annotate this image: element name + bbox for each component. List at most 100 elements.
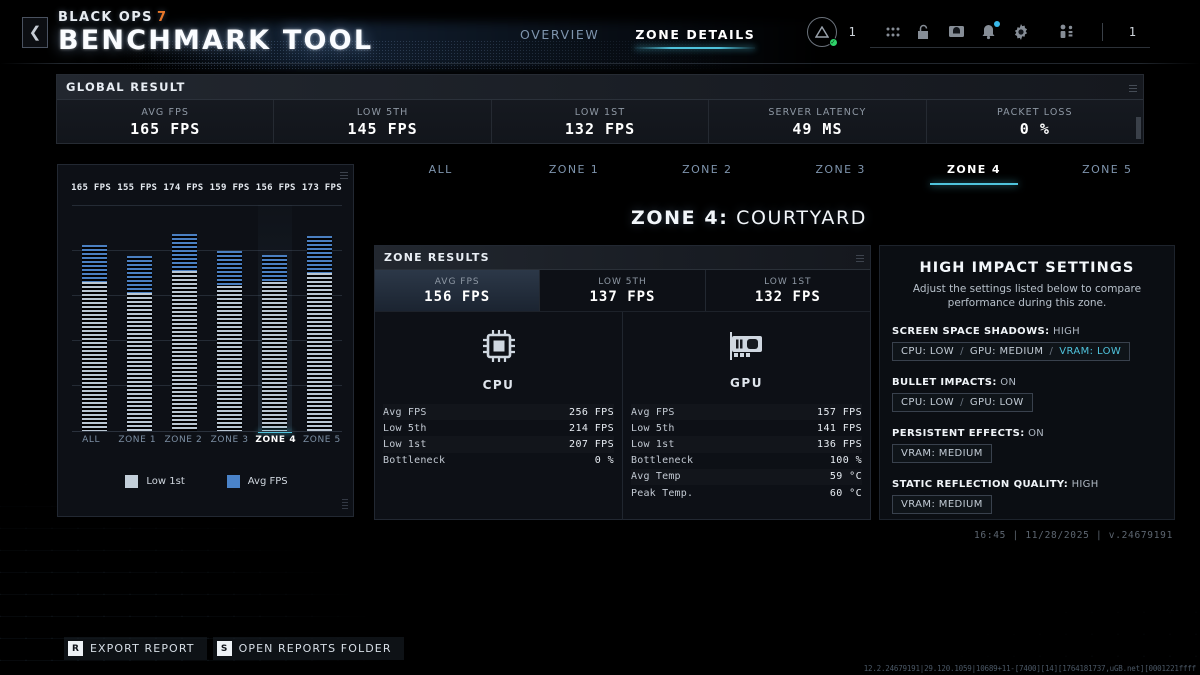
stat-value: 256 FPS xyxy=(569,406,614,418)
impact-chip: GPU: MEDIUM xyxy=(969,346,1044,358)
gridline xyxy=(72,295,342,296)
bell-icon[interactable] xyxy=(980,20,1000,41)
gpu-stat-row: Low 1st 136 FPS xyxy=(631,436,862,452)
gpu-stats-table: Avg FPS 157 FPS Low 5th 141 FPS Low 1st 136 F… xyxy=(623,404,870,501)
impact-chip: CPU: LOW xyxy=(901,346,955,358)
zone-tab-zone-1[interactable]: ZONE 1 xyxy=(548,163,600,176)
setting-impact-chips[interactable]: CPU: LOW / GPU: MEDIUM / VRAM: LOW xyxy=(892,342,1131,362)
avatar[interactable]: ✓ xyxy=(806,17,838,47)
chart-bar-slot[interactable] xyxy=(162,205,207,431)
bottom-action-bar: R EXPORT REPORT S OPEN REPORTS FOLDER xyxy=(64,637,404,660)
action-export-report[interactable]: R EXPORT REPORT xyxy=(64,637,207,660)
setting-name: SCREEN SPACE SHADOWS: xyxy=(892,326,1050,338)
action-open-reports-folder[interactable]: S OPEN REPORTS FOLDER xyxy=(212,637,404,660)
cpu-chip-icon xyxy=(478,325,520,372)
stat-label: Low 1st xyxy=(631,438,675,450)
zone-comparison-chart: 165 FPS 155 FPS 174 FPS 159 FPS 156 FPS 173 F… xyxy=(57,164,354,517)
global-metric-value: 165 FPS xyxy=(130,119,201,138)
chart-bar xyxy=(172,234,197,431)
zone-metric-label: LOW 1ST xyxy=(764,276,812,287)
zone-results-panel: ZONE RESULTS AVG FPS 156 FPS LOW 5TH 137 FP… xyxy=(374,245,871,520)
chart-category-label[interactable]: ZONE 2 xyxy=(164,435,203,445)
global-metric-value: 0 % xyxy=(1019,119,1050,138)
scrollbar-thumb[interactable] xyxy=(1136,117,1141,139)
hardware-breakdown: CPU Avg FPS 256 FPS Low 5th 214 FPS Low 1st 2… xyxy=(375,312,870,520)
gpu-column: GPU Avg FPS 157 FPS Low 5th 141 FPS Low 1st 1… xyxy=(623,312,870,520)
zone-tab-zone-2[interactable]: ZONE 2 xyxy=(682,163,733,176)
global-result-row: AVG FPS 165 FPS LOW 5TH 145 FPS LOW 1ST 132 F… xyxy=(57,100,1143,144)
hud-divider xyxy=(1101,22,1103,41)
impact-chip: VRAM: MEDIUM xyxy=(901,499,983,511)
panel-grip-icon xyxy=(1129,82,1137,92)
global-metric: AVG FPS 165 FPS xyxy=(57,100,275,144)
global-result-panel: GLOBAL RESULT AVG FPS 165 FPS LOW 5TH 145 F… xyxy=(56,74,1144,144)
chart-bar-slot[interactable] xyxy=(72,205,117,431)
cpu-stat-row: Avg FPS 256 FPS xyxy=(383,404,614,420)
chart-bars xyxy=(72,205,342,433)
zone-tab-zone-4[interactable]: ZONE 4 xyxy=(907,163,1040,185)
chart-category-label[interactable]: ALL xyxy=(82,435,101,445)
chart-bar-slot[interactable] xyxy=(297,205,342,431)
global-metric-label: LOW 5TH xyxy=(356,106,409,118)
stat-label: Bottleneck xyxy=(383,455,446,467)
setting-name: STATIC REFLECTION QUALITY: xyxy=(892,479,1069,491)
headset-icon[interactable] xyxy=(948,23,966,41)
stat-value: 207 FPS xyxy=(569,438,614,450)
chart-category-label[interactable]: ZONE 3 xyxy=(210,435,249,445)
gpu-header: GPU xyxy=(623,312,870,404)
zone-tab-all[interactable]: ALL xyxy=(428,163,453,176)
setting-item: STATIC REFLECTION QUALITY: HIGH VRAM: MED… xyxy=(892,479,1162,515)
chart-bar-slot[interactable] xyxy=(252,205,297,433)
chart-bar-slot[interactable] xyxy=(117,205,162,431)
game-brand: BLACK OPS 7 xyxy=(58,10,373,25)
friends-count: 1 xyxy=(1128,24,1136,39)
chart-legend: Low 1st Avg FPS xyxy=(58,475,355,488)
setting-impact-chips[interactable]: CPU: LOW / GPU: LOW xyxy=(892,393,1033,413)
chart-category-label[interactable]: ZONE 1 xyxy=(118,435,157,445)
chart-bar-segment-low xyxy=(172,271,197,431)
setting-name: BULLET IMPACTS: xyxy=(892,377,997,389)
zone-tab-zone-3[interactable]: ZONE 3 xyxy=(815,163,866,176)
chart-category-labels: ALL ZONE 1 ZONE 2 ZONE 3 ZONE 4 ZONE 5 xyxy=(68,435,345,445)
chart-category-label[interactable]: ZONE 5 xyxy=(303,435,341,445)
tab-overview[interactable]: OVERVIEW xyxy=(520,27,600,42)
setting-label: BULLET IMPACTS: ON xyxy=(892,377,1162,388)
unlock-icon[interactable] xyxy=(916,23,934,41)
stat-label: Bottleneck xyxy=(631,455,694,467)
global-metric-label: LOW 1ST xyxy=(574,106,626,118)
zone-metric: LOW 1ST 132 FPS xyxy=(706,270,870,311)
setting-impact-chips[interactable]: VRAM: MEDIUM xyxy=(892,444,992,464)
grid-dots-icon[interactable] xyxy=(884,23,902,41)
session-stamp: 16:45 | 11/28/2025 | v.24679191 xyxy=(973,530,1173,541)
global-metric: LOW 5TH 145 FPS xyxy=(274,100,492,144)
setting-impact-chips[interactable]: VRAM: MEDIUM xyxy=(892,495,992,515)
zone-metric-label: LOW 5TH xyxy=(598,276,647,287)
stat-value: 0 % xyxy=(594,455,614,467)
zone-metric-label: AVG FPS xyxy=(434,276,480,287)
chart-category-label[interactable]: ZONE 4 xyxy=(255,435,297,445)
avatar-emblem-icon xyxy=(814,26,829,38)
gpu-stat-row: Avg FPS 157 FPS xyxy=(631,404,862,420)
zone-summary-row: AVG FPS 156 FPS LOW 5TH 137 FPS LOW 1ST 132 F… xyxy=(375,270,870,312)
global-metric-value: 145 FPS xyxy=(347,119,418,138)
stat-label: Avg FPS xyxy=(631,406,675,418)
setting-value: ON xyxy=(996,377,1017,389)
zone-tab-zone-5[interactable]: ZONE 5 xyxy=(1082,163,1133,176)
cpu-stat-row: Bottleneck 0 % xyxy=(383,453,614,469)
global-metric: LOW 1ST 132 FPS xyxy=(492,100,710,144)
background-triangle-texture-right xyxy=(780,525,1200,675)
back-button[interactable]: ❮ xyxy=(22,17,48,48)
stat-value: 59 °C xyxy=(829,471,862,483)
setting-value: HIGH xyxy=(1068,479,1099,491)
gear-icon[interactable] xyxy=(1012,23,1030,41)
keybind-badge: R xyxy=(68,641,83,656)
build-debug-string: 12.2.24679191|29.120.1059|10689+11-[7400… xyxy=(863,664,1196,673)
title-block: BLACK OPS 7 BENCHMARK TOOL xyxy=(58,10,373,54)
stat-value: 60 °C xyxy=(829,487,862,499)
party-icon[interactable] xyxy=(1058,23,1076,41)
tab-zone-details[interactable]: ZONE DETAILS xyxy=(635,27,756,49)
chart-axis-line xyxy=(72,431,342,432)
chart-bar-slot[interactable] xyxy=(207,205,252,431)
avatar-count: 1 xyxy=(848,25,856,39)
